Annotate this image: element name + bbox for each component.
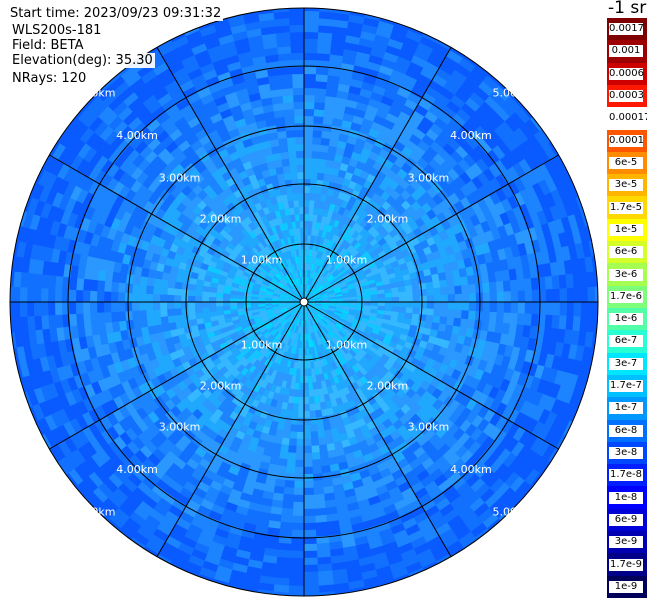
range-ring-label: 1.00km [326, 254, 368, 267]
colorbar: 0.0017 0.001 0.0006 0.0003 0.00017 0.0001 6e-5… [607, 18, 647, 599]
range-gate-cells [98, 95, 504, 491]
range-ring-label: 2.00km [200, 379, 242, 392]
range-ring-label: 3.00km [159, 420, 201, 433]
range-ring-label: 4.00km [450, 129, 492, 142]
range-gate-cells [10, 8, 595, 596]
azimuth-spoke [303, 47, 452, 303]
colorbar-label: 6e-8 [609, 424, 643, 437]
range-gate-cells [10, 8, 598, 595]
range-gate-cells [55, 63, 545, 551]
azimuth-spoke [303, 301, 559, 450]
azimuth-spoke [303, 154, 559, 303]
colorbar-label: 0.00017 [609, 112, 647, 125]
colorbar-label: 0.001 [609, 45, 643, 58]
range-gate-cells [204, 202, 393, 404]
azimuth-spoke [49, 301, 305, 450]
colorbar-label: 1e-7 [609, 402, 643, 415]
range-ring-label: 2.00km [200, 213, 242, 226]
colorbar-label: 1e-9 [609, 580, 643, 593]
azimuth-spoke [303, 301, 452, 557]
colorbar-label: 3e-8 [609, 447, 643, 459]
range-ring-label: 1.00km [241, 338, 283, 351]
range-gate-cells [13, 11, 598, 593]
range-grid [9, 7, 599, 597]
instrument-label: WLS200s-181 [10, 23, 104, 38]
range-ring-label: 2.00km [367, 379, 409, 392]
range-ring-label: 3.00km [159, 172, 201, 185]
colorbar-label: 3e-9 [609, 536, 643, 549]
colorbar-label: 6e-9 [609, 513, 643, 526]
instrument-location-marker [299, 297, 309, 307]
colorbar-label: 1.7e-8 [609, 469, 643, 482]
colorbar-label: 1e-6 [609, 313, 643, 326]
colorbar-label: 1.7e-7 [609, 380, 643, 393]
range-ring-label: 3.00km [408, 172, 450, 185]
range-ring-label: 4.00km [116, 463, 158, 476]
azimuth-spoke [49, 154, 305, 303]
colorbar-label: 1e-8 [609, 491, 643, 504]
colorbar-label: 1.7e-9 [609, 558, 643, 571]
colorbar-label: 0.0003 [609, 90, 644, 103]
range-ring-label: 3.00km [408, 420, 450, 433]
colorbar-label: 1.7e-5 [609, 201, 643, 214]
range-ring-label: 4.00km [116, 129, 158, 142]
azimuth-spoke [156, 47, 305, 303]
range-ring-label: 5.00km [493, 87, 535, 100]
range-ring-label: 5.00km [74, 505, 116, 518]
range-gate-cells [156, 161, 450, 453]
colorbar-label: 1e-5 [609, 223, 643, 236]
range-labels: 1.00km 1.00km 1.00km 1.00km 2.00km 2.00km 2.00… [74, 87, 534, 519]
range-gate-cells [244, 249, 349, 348]
colorbar-label: 6e-6 [609, 246, 643, 259]
colorbar-units: -1 sr [608, 0, 647, 18]
colorbar-label: 3e-5 [609, 179, 643, 192]
nrays-label: NRays: 120 [10, 71, 89, 86]
colorbar-label: 6e-7 [609, 335, 643, 348]
elevation-label: Elevation(deg): 35.30 [10, 53, 155, 68]
colorbar-label: 0.0001 [609, 134, 644, 147]
range-ring-label: 1.00km [326, 338, 368, 351]
azimuth-spoke [156, 301, 305, 557]
range-ring-label: 4.00km [450, 463, 492, 476]
colorbar-label: 3e-6 [609, 268, 643, 281]
colorbar-label: 0.0006 [609, 67, 644, 80]
range-ring-label: 1.00km [241, 254, 283, 267]
start-time-label: Start time: 2023/09/23 09:31:32 [8, 6, 224, 21]
colorbar-label: 1.7e-6 [609, 290, 643, 303]
colorbar-label: 0.0017 [609, 23, 644, 36]
range-ring-label: 2.00km [367, 213, 409, 226]
colorbar-label: 3e-7 [609, 357, 643, 370]
range-ring-label: 5.00km [493, 505, 535, 518]
colorbar-label: 6e-5 [609, 157, 643, 169]
field-label: Field: BETA [10, 38, 86, 53]
range-ring-label: 5.00km [74, 87, 116, 100]
